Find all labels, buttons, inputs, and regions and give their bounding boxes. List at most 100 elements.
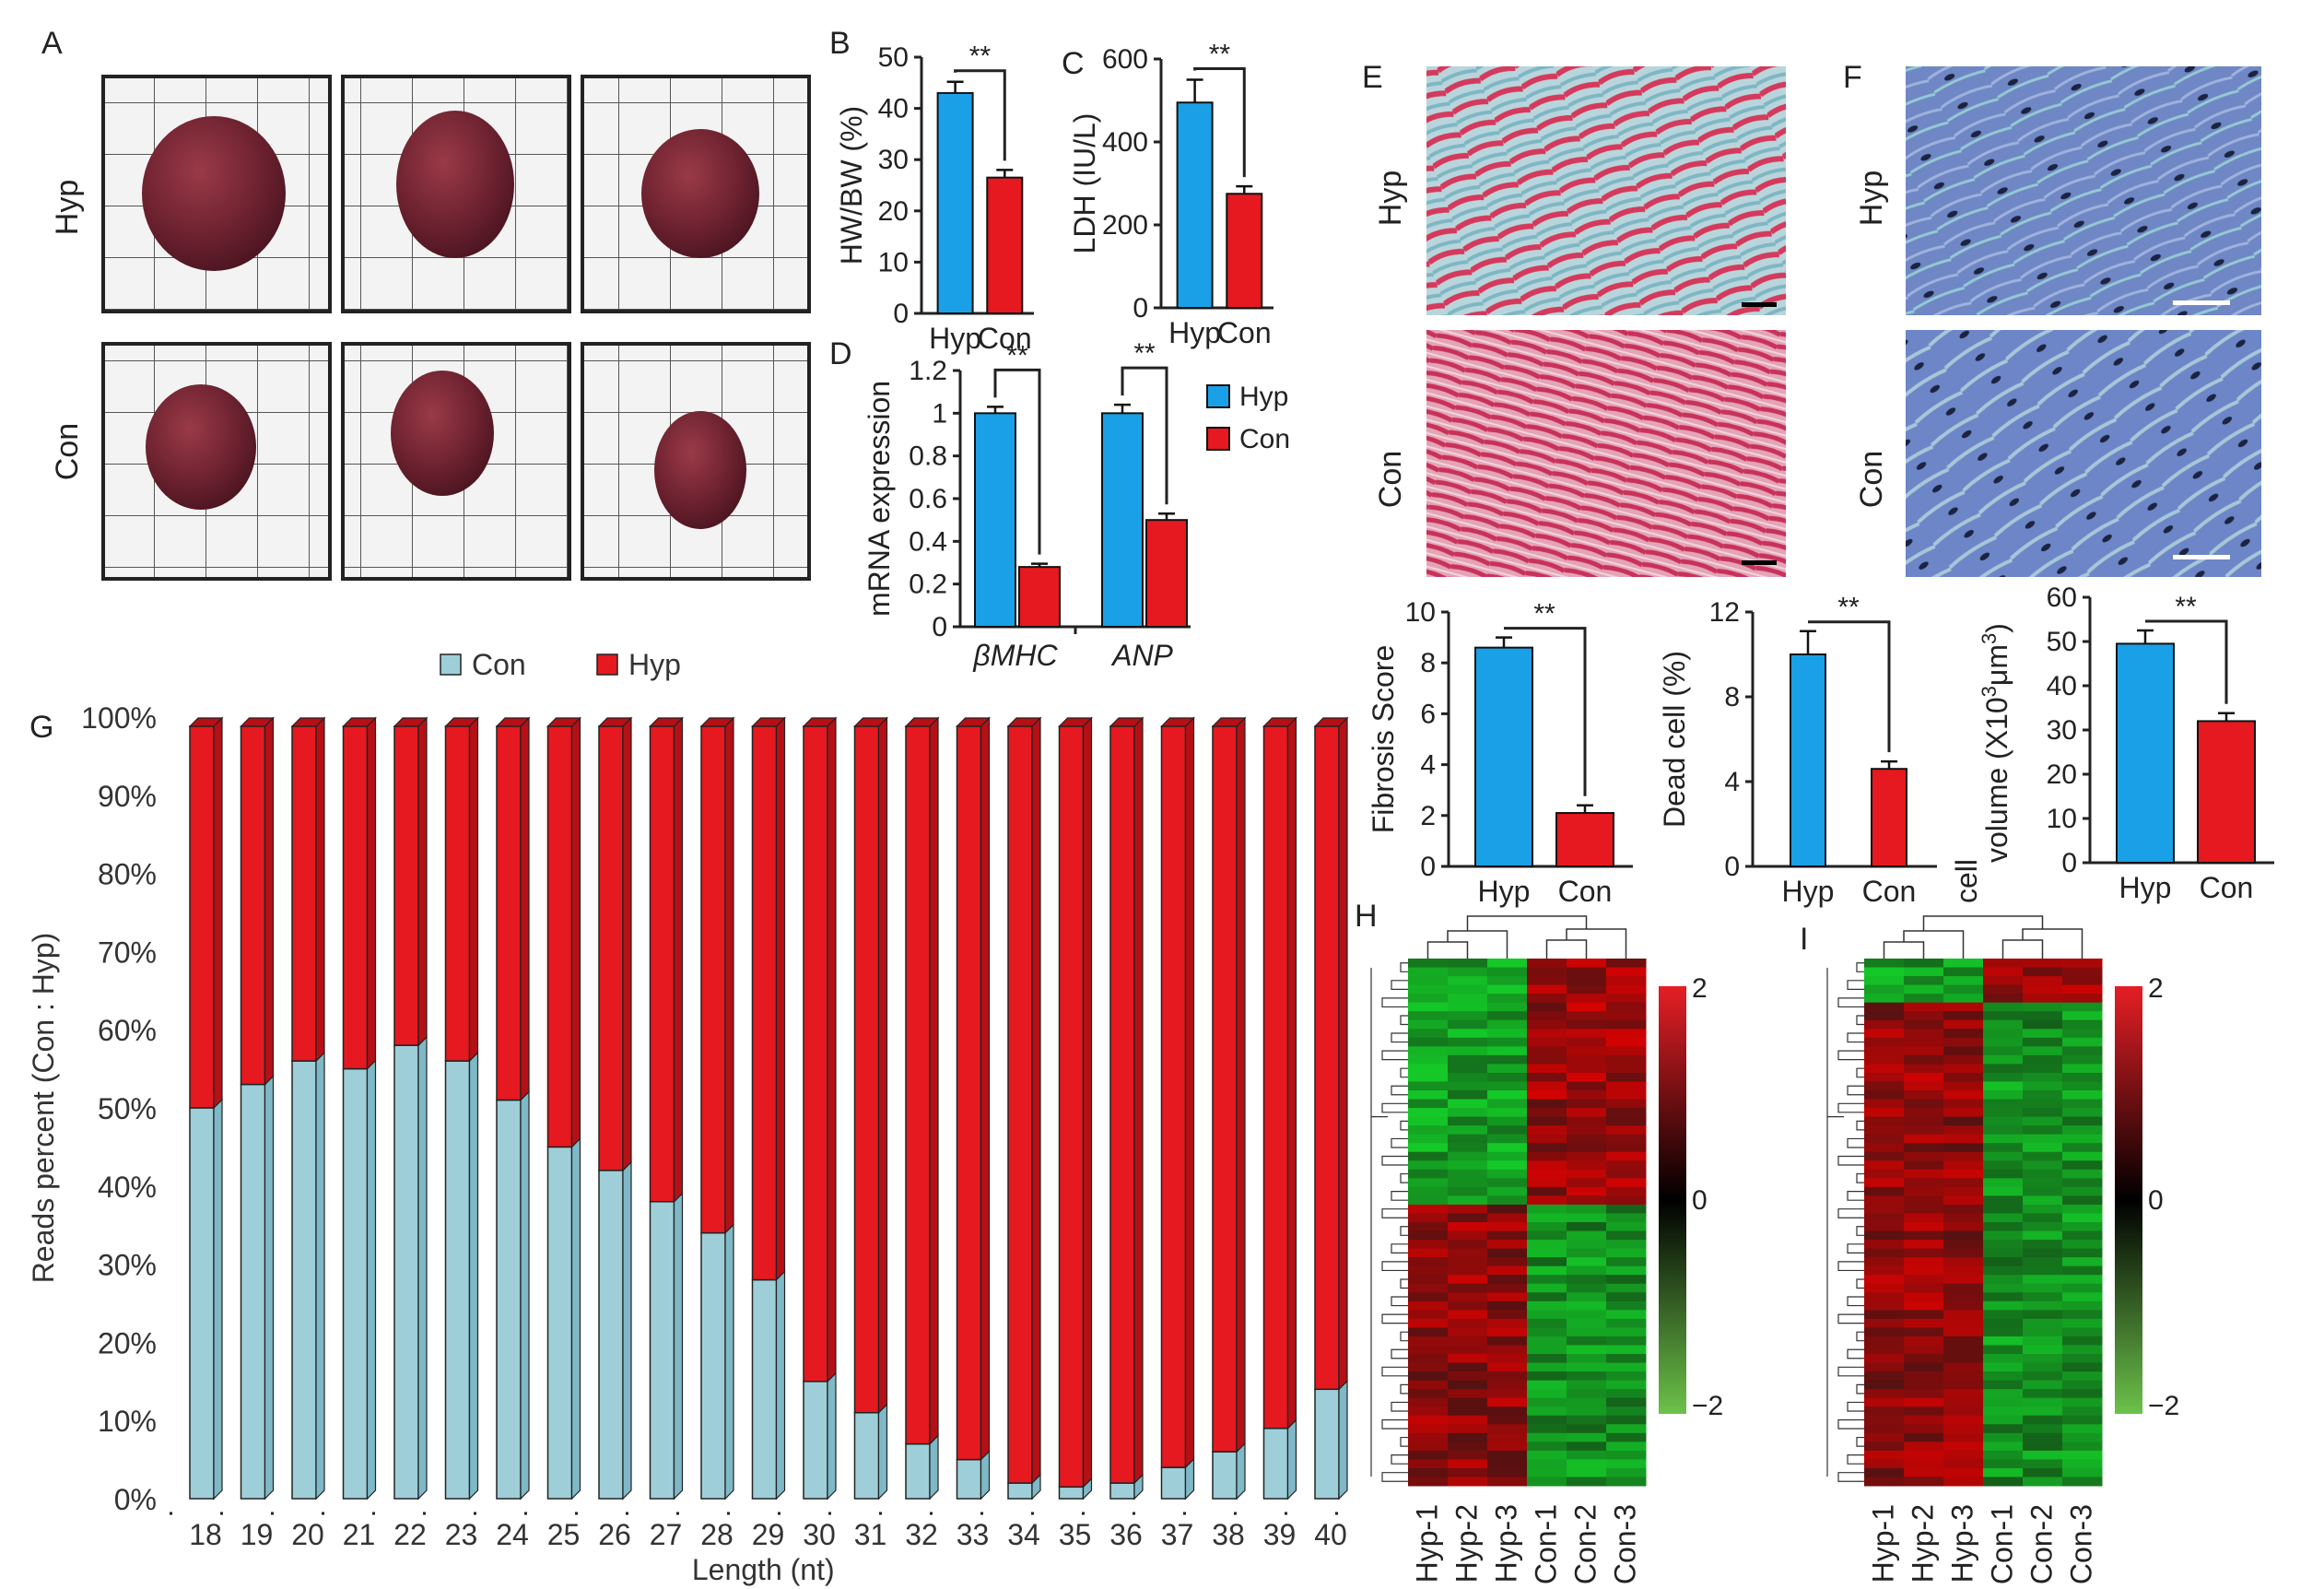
heatmap-cell [1567, 1230, 1607, 1241]
heatmap-cell [1527, 1213, 1567, 1223]
column-label: Con-2 [2025, 1504, 2059, 1584]
heatmap-cell [2023, 1072, 2063, 1082]
stack-top [444, 717, 479, 727]
legend-label-hyp: Hyp [628, 648, 681, 681]
stack-hyp [1109, 725, 1135, 1484]
error-bar [1577, 804, 1593, 814]
heatmap-cell [1606, 1108, 1647, 1118]
y-tick-label: 0 [2061, 848, 2077, 878]
heatmap-cell [1448, 1054, 1488, 1065]
heatmap-cell [1448, 1186, 1488, 1196]
heatmap-cell [1983, 1442, 2024, 1452]
heatmap-cell [1408, 1389, 1449, 1399]
y-tick-label: 100% [81, 701, 157, 735]
heatmap-cell [1864, 1415, 1905, 1425]
y-tick-label: 0% [114, 1483, 157, 1516]
heatmap-cell [1527, 1354, 1567, 1364]
stack-hyp-side [520, 716, 530, 1101]
heatmap-cell [1864, 1213, 1905, 1223]
x-tick-label: Con [2200, 871, 2254, 904]
x-tick-label: 32 [905, 1518, 938, 1551]
heatmap-cell [1864, 1354, 1905, 1364]
significance-mark: ** [1533, 599, 1555, 630]
stack-hyp-side [1184, 716, 1195, 1469]
heatmap-cell [1527, 1257, 1567, 1267]
significance-bracket [1504, 627, 1587, 796]
heatmap-cell [1983, 1292, 2024, 1302]
heatmap-cell [1606, 1143, 1647, 1153]
heatmap-cell [1864, 1389, 1905, 1399]
heatmap-cell [2062, 1397, 2103, 1407]
heatmap-cell [1606, 967, 1647, 977]
stack-hyp [1212, 725, 1238, 1453]
heatmap-cell [1527, 976, 1567, 986]
row-dendrogram [1370, 962, 1408, 1482]
heatmap-cell [1606, 1151, 1647, 1161]
stack-hyp [291, 725, 317, 1062]
heatmap-cell [1408, 1011, 1449, 1021]
heatmap-cell [1943, 1108, 1984, 1118]
heatmap-cell [1904, 1213, 1944, 1223]
heatmap-cell [1487, 1389, 1528, 1399]
heatmap-cell [1567, 1442, 1607, 1452]
panel-label-c: C [1062, 46, 1085, 81]
heatmap-cell [1408, 1257, 1449, 1267]
heatmap-cell [1606, 1160, 1647, 1171]
heatmap-cell [1487, 1002, 1528, 1012]
y-axis-title: LDH (IU/L) [1068, 113, 1101, 254]
heatmap-cell [1527, 1275, 1567, 1285]
heatmap-cell [2062, 1134, 2103, 1144]
heatmap-cell [1408, 1002, 1449, 1012]
heatmap-cell [1527, 1143, 1567, 1153]
heatmap-cell [2062, 1310, 2103, 1320]
heatmap-cell [1487, 1108, 1528, 1118]
heatmap-cell [1606, 1380, 1647, 1390]
heatmap-cell [2023, 1265, 2063, 1276]
heatmap-cell [1864, 1160, 1905, 1171]
heatmap-cell [1904, 1099, 1944, 1109]
heatmap-cell [1408, 1424, 1449, 1434]
legend-swatch-hyp [596, 653, 618, 676]
y-tick-label: 40% [98, 1171, 157, 1204]
heatmap-cell [1527, 1169, 1567, 1179]
heatmap-cell [1567, 1099, 1607, 1109]
heatmap-cell [2062, 1019, 2103, 1030]
stack-hyp-side [1082, 716, 1093, 1489]
heatmap-cell [1567, 984, 1607, 995]
x-tick-label: Con [1217, 316, 1272, 349]
y-tick-label: 30 [2047, 715, 2077, 746]
heatmap-cell [1943, 1407, 1984, 1417]
heatmap-cell [1904, 1125, 1944, 1136]
heatmap-cell [2023, 1450, 2063, 1460]
heatmap-cell [1448, 1292, 1488, 1302]
heatmap-cell [1448, 1336, 1488, 1346]
heatmap-cell [1408, 1151, 1449, 1161]
heatmap-cell [1864, 1178, 1905, 1188]
heatmap-cell [1904, 1204, 1944, 1214]
bar-hyp [936, 91, 974, 314]
heatmap-cell [2023, 1275, 2063, 1285]
heatmap-cell [2023, 1354, 2063, 1364]
heatmap-cell [1904, 1477, 1944, 1487]
panel-label-e: E [1362, 60, 1383, 95]
heatmap-cell [2062, 1160, 2103, 1171]
heatmap-cell [1448, 1178, 1488, 1188]
heatmap-cell [1487, 1415, 1528, 1425]
heatmap-cell [1567, 1459, 1607, 1469]
heatmap-cell [1983, 1283, 2024, 1293]
heatmap-cell [1864, 1204, 1905, 1214]
heatmap-cell [1943, 1432, 1984, 1442]
histology-image-con-toluidine [1906, 330, 2261, 577]
stack-hyp [189, 725, 215, 1109]
heatmap-cell [2062, 1072, 2103, 1082]
y-axis-title: Reads percent (Con : Hyp) [27, 933, 60, 1284]
heatmap-cell [2023, 976, 2063, 986]
heatmap-cell [1943, 1397, 1984, 1407]
heatmap-cell [1527, 1019, 1567, 1030]
heatmap-cell [1606, 1099, 1647, 1109]
heatmap-cell [1448, 1310, 1488, 1320]
heatmap-cell [1567, 1327, 1607, 1337]
heatmap-cell [1904, 1230, 1944, 1241]
